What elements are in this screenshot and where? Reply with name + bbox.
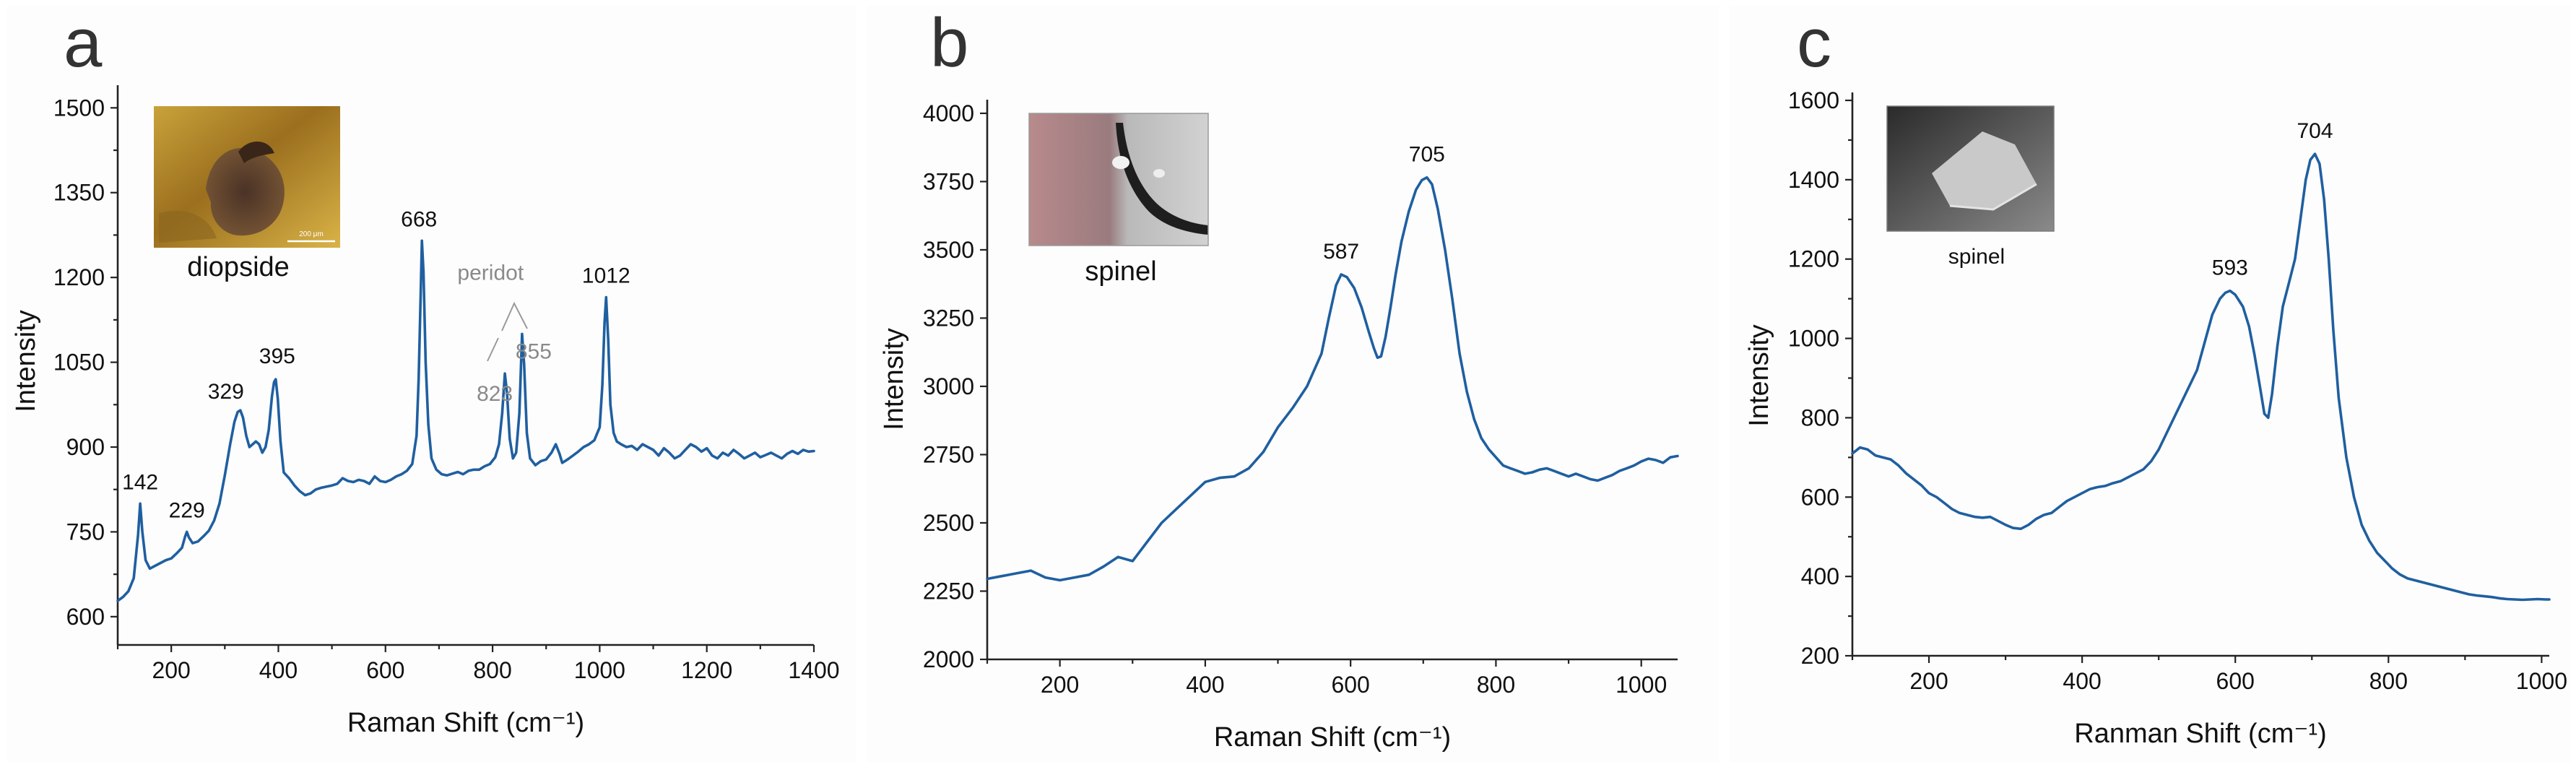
spinel-b-frame [1028, 113, 1209, 246]
chart-b-ticks: 200 400 600 800 1000 2000 2250 2500 2750 3000 3250… [923, 100, 1667, 698]
diopside-caption: diopside [187, 252, 290, 282]
peak-label-593: 593 [2212, 256, 2248, 280]
panel-c-background [1730, 6, 2571, 763]
peak-label-668: 668 [401, 207, 437, 231]
y-tick-label: 800 [1801, 404, 1839, 430]
y-tick-label: 3750 [923, 168, 974, 194]
peridot-label: peridot [457, 261, 524, 285]
spinel-c-inset: spinel [1886, 105, 2055, 269]
chart-a-series-line [116, 239, 815, 602]
chart-c: 200 400 600 800 1000 200 400 600 800 1000 1200 1400… [1744, 87, 2567, 749]
spinel-c-frame [1886, 105, 2055, 232]
peridot-callout-stem [487, 337, 499, 362]
panel-b-background [867, 6, 1719, 763]
y-tick-label: 400 [1801, 563, 1839, 589]
chart-b-y-axis-title: Intensity [879, 328, 909, 430]
panel-b-letter: b [930, 4, 968, 82]
peak-label-229: 229 [169, 498, 205, 522]
spinel-c-caption: spinel [1948, 245, 2005, 269]
spinel-b-inset: spinel [1028, 113, 1209, 287]
peak-label-705: 705 [1409, 143, 1445, 167]
y-tick-label: 1350 [53, 180, 105, 206]
peak-label-704: 704 [2297, 119, 2333, 143]
y-tick-label: 750 [66, 519, 105, 545]
spinel-b-caption: spinel [1085, 256, 1156, 287]
x-tick-label: 200 [1041, 672, 1079, 698]
peak-label-823: 823 [477, 382, 513, 406]
x-tick-label: 800 [2369, 668, 2408, 694]
peak-label-855: 855 [516, 339, 552, 363]
y-tick-label: 1400 [1788, 167, 1839, 193]
y-tick-label: 1050 [53, 350, 105, 376]
peak-label-1012: 1012 [582, 264, 630, 288]
x-tick-label: 1000 [574, 657, 625, 683]
peak-label-395: 395 [259, 344, 295, 368]
y-tick-label: 1200 [53, 264, 105, 290]
chart-a-y-axis-title: Intensity [11, 310, 41, 412]
y-tick-label: 3000 [923, 373, 974, 399]
x-tick-label: 600 [2216, 668, 2255, 694]
x-tick-label: 400 [2063, 668, 2101, 694]
chart-c-series-line [1851, 152, 2551, 602]
x-tick-label: 1000 [1616, 672, 1667, 698]
y-tick-label: 600 [66, 604, 105, 630]
diopside-inset: 200 μm diopside [154, 106, 340, 282]
x-tick-label: 1200 [681, 657, 732, 683]
spinel-b-dark-vein [1116, 123, 1208, 235]
chart-a-ticks: 200 400 600 800 1000 1200 1400 600 750 900 1050 120… [53, 95, 840, 683]
panel-c-letter: c [1797, 4, 1831, 82]
y-tick-label: 900 [66, 434, 105, 460]
y-tick-label: 2000 [923, 646, 974, 672]
diopside-inclusion [159, 210, 217, 243]
y-tick-label: 3250 [923, 305, 974, 331]
chart-a: 200 400 600 800 1000 1200 1400 600 750 900 1050 120… [11, 85, 840, 738]
y-tick-label: 3500 [923, 237, 974, 263]
y-tick-label: 4000 [923, 100, 974, 126]
peak-label-329: 329 [208, 380, 244, 404]
peak-label-587: 587 [1323, 240, 1359, 264]
panel-a-background [7, 6, 856, 763]
y-tick-label: 1200 [1788, 246, 1839, 272]
x-tick-label: 400 [259, 657, 298, 683]
chart-a-x-axis-title: Raman Shift (cm⁻¹) [347, 708, 584, 738]
y-tick-label: 1000 [1788, 326, 1839, 352]
chart-c-y-axis-title: Intensity [1744, 324, 1774, 427]
chart-b-series-line [986, 176, 1679, 582]
chart-b: 200 400 600 800 1000 2000 2250 2500 2750 3000 3250… [879, 100, 1679, 753]
x-tick-label: 600 [366, 657, 404, 683]
y-tick-label: 2250 [923, 578, 974, 604]
chart-c-annotations: 593 704 [2212, 119, 2333, 280]
x-tick-label: 800 [473, 657, 511, 683]
x-tick-label: 200 [152, 657, 190, 683]
diopside-grain-shadow [238, 141, 274, 163]
chart-b-x-axis-title: Raman Shift (cm⁻¹) [1214, 722, 1451, 753]
spinel-b-bright-grain [1112, 156, 1129, 169]
y-tick-label: 600 [1801, 484, 1839, 510]
y-tick-label: 200 [1801, 643, 1839, 669]
chart-b-annotations: 587 705 [1323, 143, 1445, 264]
x-tick-label: 1400 [788, 657, 839, 683]
spinel-b-bright-grain-2 [1153, 169, 1165, 178]
diopside-scale-text: 200 μm [299, 230, 324, 238]
x-tick-label: 600 [1331, 672, 1369, 698]
spinel-c-bright-grain [1932, 131, 2037, 209]
y-tick-label: 2500 [923, 510, 974, 536]
panel-a-letter: a [64, 4, 103, 82]
chart-c-x-axis-title: Ranman Shift (cm⁻¹) [2074, 719, 2326, 749]
y-tick-label: 1500 [53, 95, 105, 121]
y-tick-label: 1600 [1788, 87, 1839, 113]
x-tick-label: 1000 [2516, 668, 2567, 694]
peak-label-142: 142 [122, 470, 158, 494]
spinel-c-grain-edge [1949, 183, 2037, 211]
x-tick-label: 800 [1477, 672, 1515, 698]
peridot-callout-lines [501, 301, 528, 332]
y-tick-label: 2750 [923, 441, 974, 467]
chart-c-ticks: 200 400 600 800 1000 200 400 600 800 1000 1200 1400… [1788, 87, 2567, 694]
x-tick-label: 400 [1186, 672, 1224, 698]
x-tick-label: 200 [1909, 668, 1948, 694]
diopside-grain [206, 147, 285, 236]
